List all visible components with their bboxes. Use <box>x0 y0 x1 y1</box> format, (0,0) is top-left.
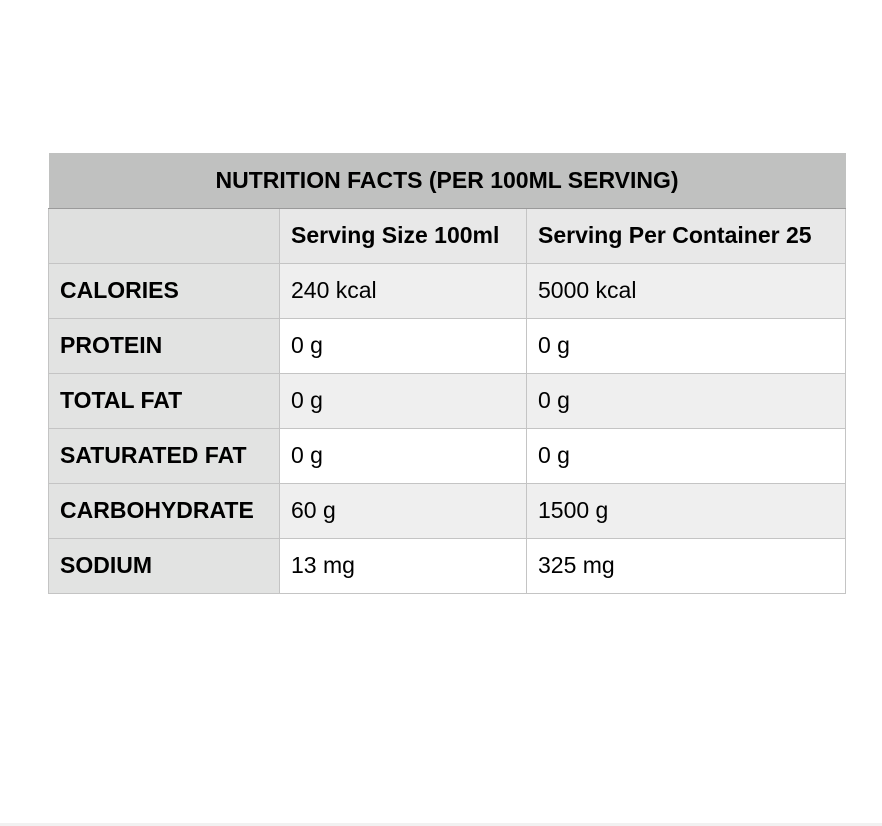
title-row: NUTRITION FACTS (PER 100ML SERVING) <box>48 153 846 209</box>
row-label: SODIUM <box>48 537 280 594</box>
header-row: Serving Size 100ml Serving Per Container… <box>48 207 847 264</box>
bottom-divider <box>0 823 882 826</box>
per-container-value: 5000 kcal <box>525 262 847 319</box>
table-row: TOTAL FAT 0 g 0 g <box>48 372 847 429</box>
per-serving-value: 0 g <box>279 372 527 429</box>
table-row: PROTEIN 0 g 0 g <box>48 317 847 374</box>
table-row: SATURATED FAT 0 g 0 g <box>48 427 847 484</box>
per-serving-value: 240 kcal <box>279 262 527 319</box>
table-row: CARBOHYDRATE 60 g 1500 g <box>48 482 847 539</box>
row-label: SATURATED FAT <box>48 427 280 484</box>
header-serving-per-container: Serving Per Container 25 <box>525 207 847 264</box>
per-container-value: 1500 g <box>525 482 847 539</box>
per-container-value: 0 g <box>525 372 847 429</box>
row-label: PROTEIN <box>48 317 280 374</box>
row-label: CALORIES <box>48 262 280 319</box>
table-row: SODIUM 13 mg 325 mg <box>48 537 847 594</box>
per-serving-value: 0 g <box>279 427 527 484</box>
table-row: CALORIES 240 kcal 5000 kcal <box>48 262 847 319</box>
per-container-value: 0 g <box>525 317 847 374</box>
row-label: TOTAL FAT <box>48 372 280 429</box>
header-corner-cell <box>48 207 280 264</box>
row-label: CARBOHYDRATE <box>48 482 280 539</box>
per-serving-value: 60 g <box>279 482 527 539</box>
header-serving-size: Serving Size 100ml <box>279 207 527 264</box>
per-container-value: 325 mg <box>525 537 847 594</box>
table-title: NUTRITION FACTS (PER 100ML SERVING) <box>48 153 846 209</box>
per-serving-value: 13 mg <box>279 537 527 594</box>
per-container-value: 0 g <box>525 427 847 484</box>
per-serving-value: 0 g <box>279 317 527 374</box>
nutrition-facts-table: NUTRITION FACTS (PER 100ML SERVING) Serv… <box>48 153 847 594</box>
